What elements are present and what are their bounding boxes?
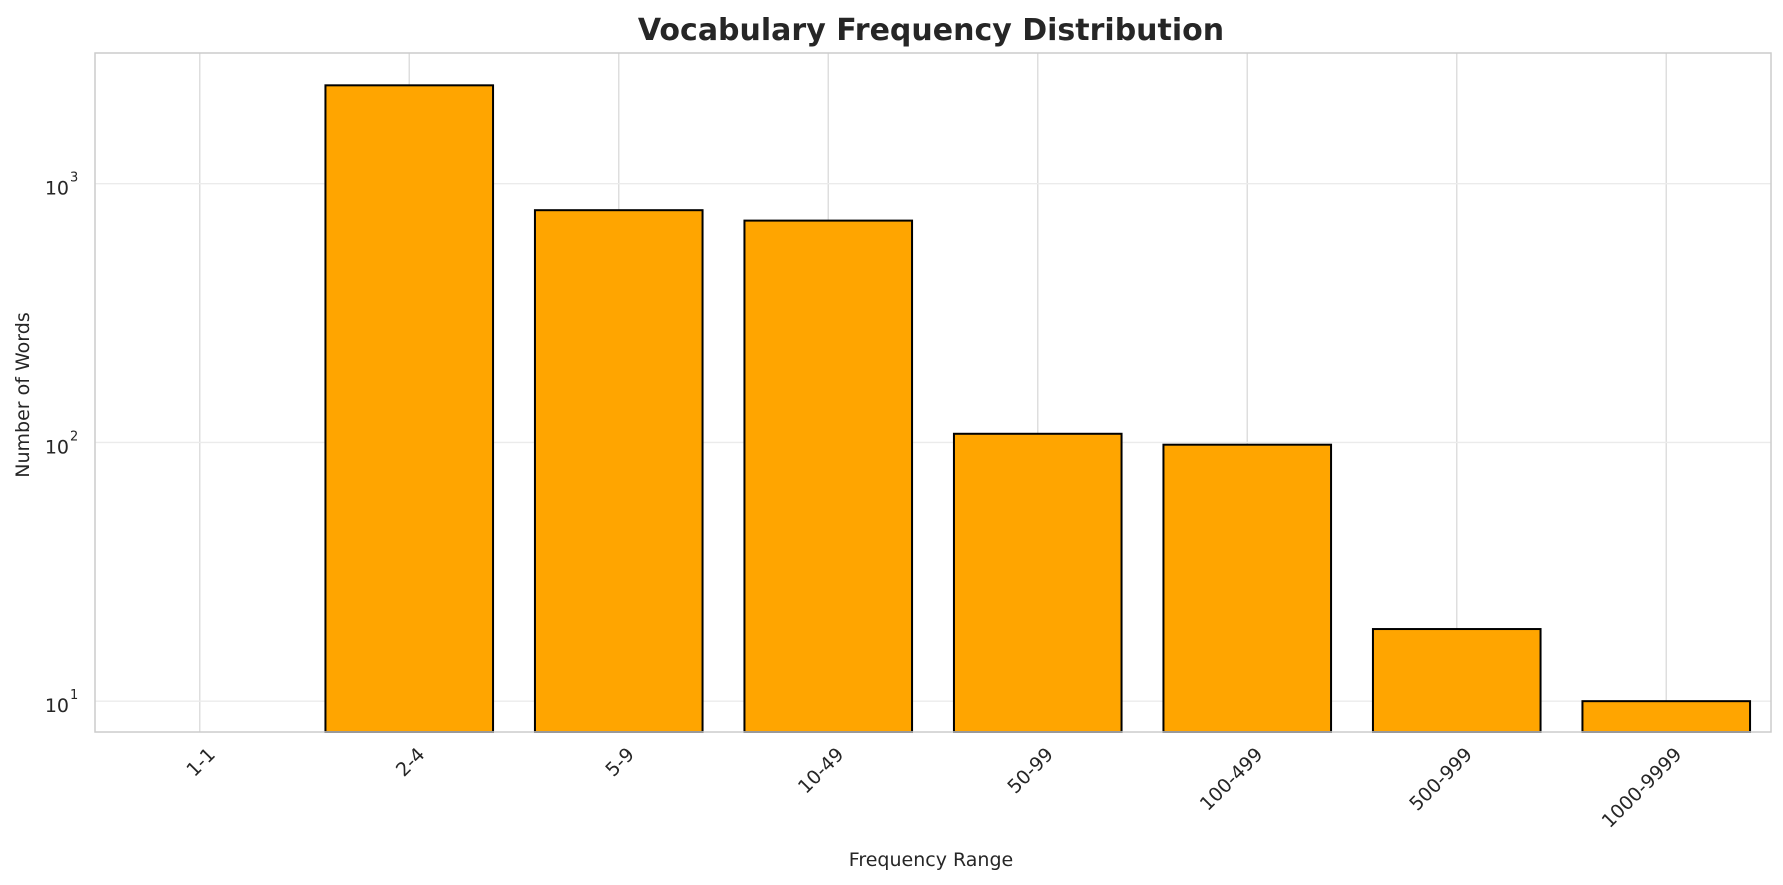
y-tick-exponent: 3	[70, 171, 78, 186]
bar-5-9	[533, 209, 704, 733]
bars	[324, 84, 1752, 734]
chart-title: Vocabulary Frequency Distribution	[638, 13, 1224, 48]
bar-2-4	[324, 84, 495, 733]
y-tick-exponent: 1	[70, 688, 78, 703]
y-tick-label: 10	[45, 695, 69, 717]
y-tick-label: 10	[45, 436, 69, 458]
bar-10-49	[743, 219, 914, 733]
x-axis-label: Frequency Range	[849, 849, 1013, 871]
bar-1000-9999	[1581, 700, 1752, 734]
plot-frame	[94, 52, 1772, 733]
bar-500-999	[1371, 628, 1542, 734]
bar-50-99	[952, 432, 1123, 733]
bar-100-499	[1162, 443, 1333, 733]
y-tick-label: 10	[45, 178, 69, 200]
y-axis-label: Number of Words	[12, 312, 34, 477]
y-tick-exponent: 2	[70, 429, 78, 444]
